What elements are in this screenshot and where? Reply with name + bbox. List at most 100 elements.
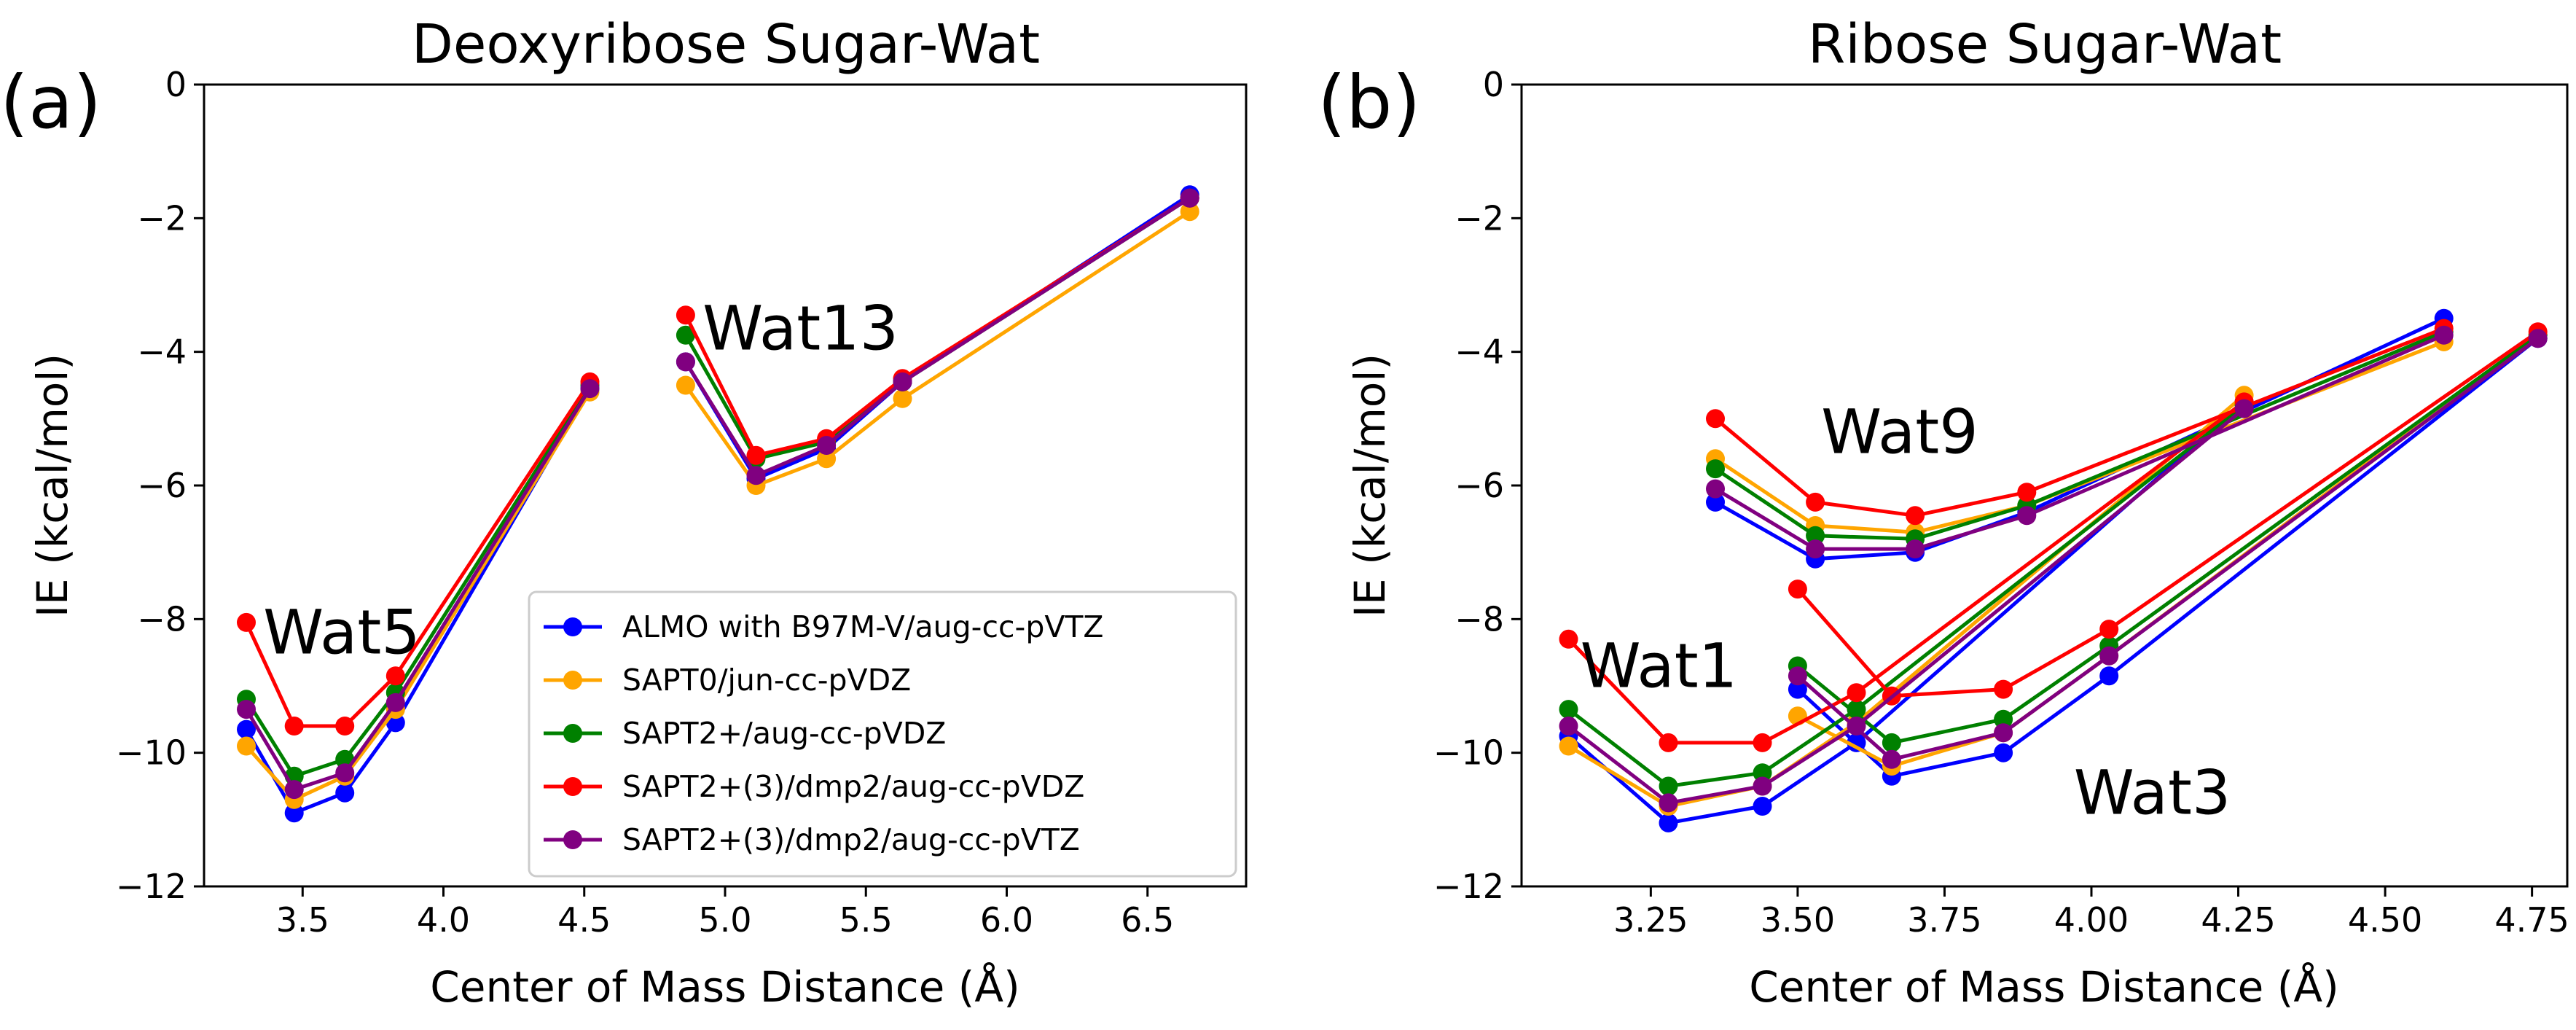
data-point-almo-with-b97m-v-aug-cc-pvtz: [1753, 797, 1772, 816]
data-point-sapt2-aug-cc-pvdz: [1994, 709, 2013, 729]
legend-marker-sapt2-aug-cc-pvdz: [563, 724, 582, 743]
series-sapt2-aug-cc-pvdz: [1559, 322, 2548, 796]
data-point-sapt2-3-dmp2-aug-cc-pvtz: [2017, 506, 2037, 526]
data-point-sapt2-3-dmp2-aug-cc-pvtz: [1559, 717, 1578, 736]
plot-frame: [1520, 83, 2569, 888]
y-axis-label: IE (kcal/mol): [1345, 354, 1395, 617]
chart-title: Ribose Sugar-Wat: [1808, 13, 2282, 76]
chart-title: Deoxyribose Sugar-Wat: [412, 13, 1040, 76]
y-tick-label: −10: [1433, 733, 1504, 773]
data-point-sapt2-3-dmp2-aug-cc-pvdz: [1559, 629, 1578, 649]
data-point-almo-with-b97m-v-aug-cc-pvtz: [1706, 492, 1725, 512]
y-tick-label: −10: [116, 733, 187, 773]
series-sapt2-3-dmp2-aug-cc-pvtz: [237, 188, 1199, 800]
data-point-sapt2-3-dmp2-aug-cc-pvdz: [1706, 409, 1725, 429]
x-tick-label: 4.25: [2201, 900, 2275, 940]
data-point-sapt0-jun-cc-pvdz: [817, 449, 837, 469]
data-point-sapt2-3-dmp2-aug-cc-pvtz: [1753, 776, 1772, 796]
x-tick-label: 4.00: [2054, 900, 2129, 940]
data-point-almo-with-b97m-v-aug-cc-pvtz: [2099, 666, 2119, 686]
plot-frame: [203, 83, 1248, 888]
y-tick-label: −6: [1455, 466, 1504, 505]
data-point-sapt2-3-dmp2-aug-cc-pvdz: [237, 612, 256, 632]
series-almo-with-b97m-v-aug-cc-pvtz: [1559, 308, 2548, 832]
legend-marker-sapt0-jun-cc-pvdz: [563, 671, 582, 690]
data-point-sapt2-aug-cc-pvdz: [1753, 763, 1772, 783]
x-tick-label: 6.5: [1121, 900, 1174, 940]
data-point-sapt2-3-dmp2-aug-cc-pvdz: [746, 445, 766, 465]
data-point-sapt2-3-dmp2-aug-cc-pvdz: [2099, 620, 2119, 639]
data-point-sapt2-3-dmp2-aug-cc-pvdz: [385, 666, 405, 686]
annotation-layer: Wat9 Wat1 Wat3: [1581, 397, 2231, 829]
data-point-sapt2-3-dmp2-aug-cc-pvtz: [237, 700, 256, 719]
data-point-sapt2-3-dmp2-aug-cc-pvdz: [1806, 492, 1825, 512]
y-tick-label: −8: [1455, 599, 1504, 639]
data-point-sapt0-jun-cc-pvdz: [1180, 202, 1199, 222]
data-point-sapt2-aug-cc-pvdz: [1847, 700, 1866, 719]
x-tick-label: 3.75: [1907, 900, 1981, 940]
data-point-sapt2-3-dmp2-aug-cc-pvtz: [2234, 399, 2254, 418]
data-point-sapt2-3-dmp2-aug-cc-pvtz: [676, 352, 695, 372]
y-tick-label: −4: [1455, 332, 1504, 372]
data-point-almo-with-b97m-v-aug-cc-pvtz: [284, 803, 304, 823]
data-point-almo-with-b97m-v-aug-cc-pvtz: [237, 719, 256, 739]
annotation-wat9: Wat9: [1821, 397, 1978, 468]
tick-layer: 3.25 3.50 3.75 4.00 4.25 4.50 4.75 0 −2 −4 −6 −8 −10…: [1433, 65, 2569, 940]
data-point-sapt2-3-dmp2-aug-cc-pvdz: [1659, 733, 1678, 752]
data-point-sapt2-3-dmp2-aug-cc-pvdz: [1906, 506, 1925, 526]
data-point-almo-with-b97m-v-aug-cc-pvtz: [1659, 813, 1678, 832]
data-point-sapt2-3-dmp2-aug-cc-pvtz: [1180, 188, 1199, 208]
series-layer: [237, 185, 1199, 823]
x-axis-label: Center of Mass Distance (Å): [1749, 961, 2338, 1012]
x-tick-label: 5.0: [698, 900, 751, 940]
x-tick-label: 5.5: [839, 900, 893, 940]
legend-marker-almo-with-b97m-v-aug-cc-pvtz: [563, 617, 582, 636]
legend-label-sapt2-3-dmp2-aug-cc-pvdz: SAPT2+(3)/dmp2/aug-cc-pVDZ: [622, 769, 1084, 804]
x-tick-label: 3.5: [276, 900, 329, 940]
data-point-sapt2-3-dmp2-aug-cc-pvdz: [1994, 679, 2013, 699]
data-point-sapt2-aug-cc-pvdz: [1882, 733, 1901, 752]
chart-panel-deoxyribose: Deoxyribose Sugar-Wat 3.5 4.0 4.5 5.0 5.5 6.0…: [28, 13, 1248, 1012]
data-point-sapt2-3-dmp2-aug-cc-pvtz: [1994, 723, 2013, 743]
data-point-almo-with-b97m-v-aug-cc-pvtz: [1788, 679, 1807, 699]
x-tick-label: 4.75: [2494, 900, 2569, 940]
legend-label-sapt0-jun-cc-pvdz: SAPT0/jun-cc-pVDZ: [622, 663, 911, 698]
annotation-wat13: Wat13: [702, 293, 899, 364]
data-point-sapt2-3-dmp2-aug-cc-pvtz: [2528, 329, 2548, 348]
y-tick-label: −2: [1455, 198, 1504, 238]
series-layer: [1559, 308, 2548, 832]
y-tick-label: −6: [137, 466, 187, 505]
data-point-sapt2-aug-cc-pvdz: [1706, 459, 1725, 479]
x-tick-label: 4.5: [557, 900, 611, 940]
series-sapt2-3-dmp2-aug-cc-pvdz: [1559, 319, 2548, 752]
data-point-sapt2-3-dmp2-aug-cc-pvtz: [385, 692, 405, 712]
tick-layer: 3.5 4.0 4.5 5.0 5.5 6.0 6.5 0 −2 −4 −6 −8 −10 −12: [116, 65, 1174, 940]
series-sapt2-3-dmp2-aug-cc-pvtz: [1559, 325, 2548, 813]
legend-label-almo-with-b97m-v-aug-cc-pvtz: ALMO with B97M-V/aug-cc-pVTZ: [622, 609, 1104, 644]
data-point-sapt2-aug-cc-pvdz: [1659, 776, 1678, 796]
y-tick-label: −8: [137, 599, 187, 639]
chart-panel-ribose: Ribose Sugar-Wat 3.25 3.50 3.75 4.00 4.25 4.5…: [1345, 13, 2569, 1012]
data-point-sapt0-jun-cc-pvdz: [1559, 736, 1578, 756]
data-point-sapt2-3-dmp2-aug-cc-pvtz: [1806, 539, 1825, 559]
data-point-sapt2-3-dmp2-aug-cc-pvtz: [893, 372, 912, 391]
data-point-sapt2-3-dmp2-aug-cc-pvtz: [2099, 646, 2119, 666]
x-axis-label: Center of Mass Distance (Å): [430, 961, 1019, 1012]
annotation-layer: Wat5 Wat13: [263, 293, 899, 668]
y-tick-label: −2: [137, 198, 187, 238]
data-point-sapt2-aug-cc-pvdz: [1559, 700, 1578, 719]
x-tick-label: 4.50: [2348, 900, 2422, 940]
data-point-sapt2-3-dmp2-aug-cc-pvtz: [284, 780, 304, 800]
legend-label-sapt2-3-dmp2-aug-cc-pvtz: SAPT2+(3)/dmp2/aug-cc-pVTZ: [622, 822, 1080, 857]
y-tick-label: −12: [116, 867, 187, 906]
data-point-sapt2-3-dmp2-aug-cc-pvtz: [1906, 539, 1925, 559]
data-point-sapt2-3-dmp2-aug-cc-pvtz: [335, 763, 355, 783]
data-point-sapt2-3-dmp2-aug-cc-pvdz: [1847, 683, 1866, 703]
legend-box: [528, 590, 1237, 878]
x-tick-label: 6.0: [980, 900, 1033, 940]
data-point-sapt2-3-dmp2-aug-cc-pvtz: [2434, 325, 2454, 345]
data-point-sapt2-3-dmp2-aug-cc-pvdz: [284, 717, 304, 736]
y-tick-label: 0: [1483, 65, 1504, 104]
annotation-wat1: Wat1: [1581, 631, 1738, 702]
